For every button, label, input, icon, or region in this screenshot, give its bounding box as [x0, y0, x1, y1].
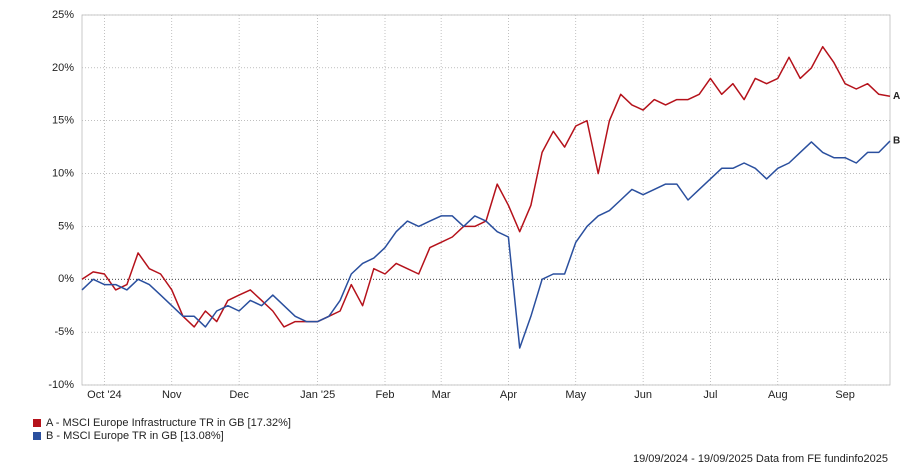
x-tick-label: Jul: [703, 389, 717, 401]
y-tick-label: 10%: [52, 167, 74, 179]
x-tick-label: Dec: [229, 389, 249, 401]
end-label: B: [893, 136, 900, 147]
y-tick-label: 20%: [52, 62, 74, 74]
series-line: [81, 140, 891, 349]
legend-swatch: [33, 419, 41, 427]
y-tick-label: 5%: [58, 220, 74, 232]
y-tick-label: 25%: [52, 9, 74, 21]
x-tick-label: Feb: [376, 389, 395, 401]
x-tick-label: May: [565, 389, 586, 401]
legend-label: A - MSCI Europe Infrastructure TR in GB …: [46, 417, 291, 429]
x-tick-label: Nov: [162, 389, 182, 401]
y-tick-label: -5%: [54, 326, 74, 338]
legend-label: B - MSCI Europe TR in GB [13.08%]: [46, 430, 224, 442]
footer: 19/09/2024 - 19/09/2025 Data from FE fun…: [633, 453, 888, 465]
x-tick-label: Jun: [634, 389, 652, 401]
x-tick-label: Apr: [500, 389, 517, 401]
y-tick-label: 0%: [58, 273, 74, 285]
legend-swatch: [33, 432, 41, 440]
x-tick-label: Jan '25: [300, 389, 335, 401]
x-tick-label: Oct '24: [87, 389, 122, 401]
plot-frame: [81, 14, 891, 386]
x-tick-label: Sep: [835, 389, 855, 401]
end-label: A: [893, 91, 900, 102]
x-tick-label: Mar: [432, 389, 451, 401]
series-line: [81, 45, 891, 328]
y-tick-label: -10%: [48, 379, 74, 391]
x-tick-label: Aug: [768, 389, 788, 401]
y-tick-label: 15%: [52, 115, 74, 127]
